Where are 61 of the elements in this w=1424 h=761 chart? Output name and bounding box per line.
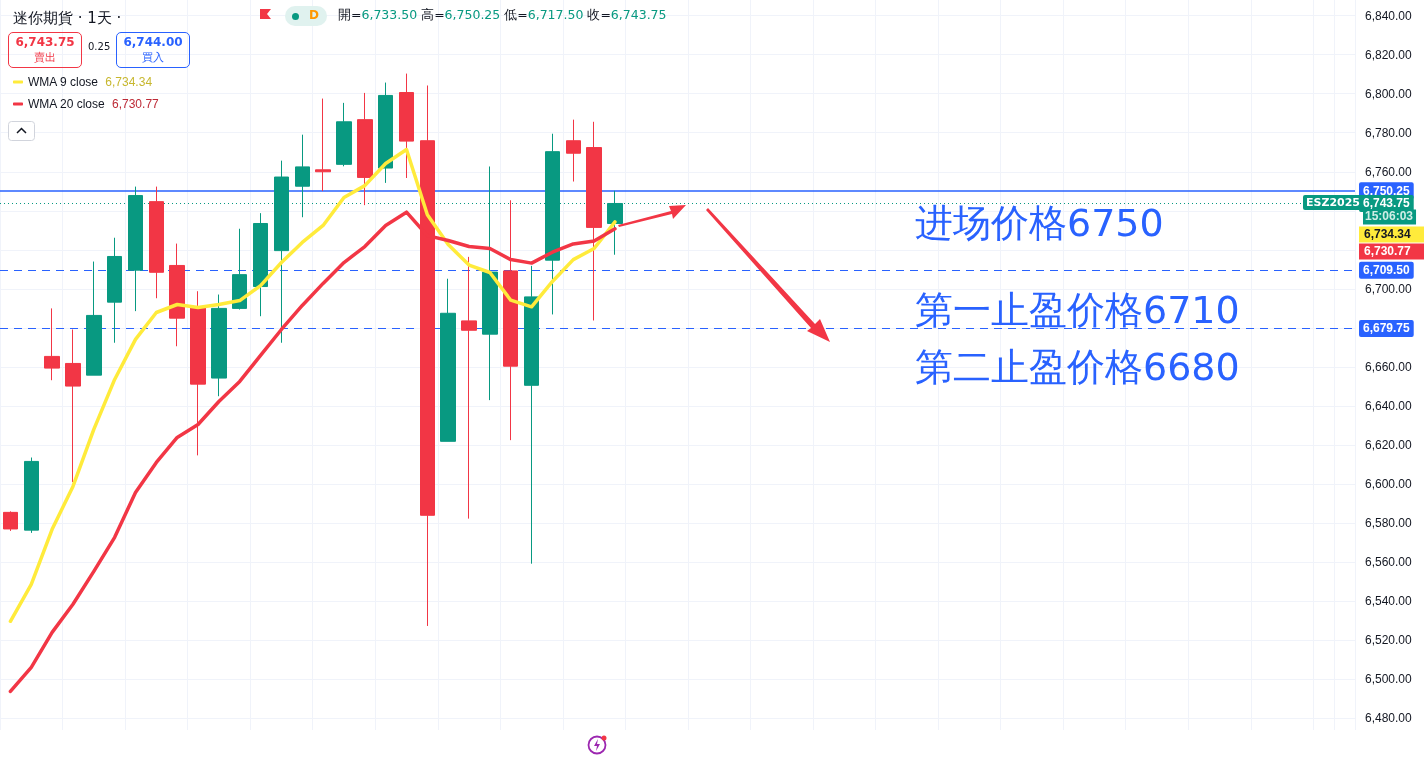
ref-line-label: 6,679.75 [1363,321,1411,336]
text: 6,734.34 [1364,227,1412,242]
candlestick [86,261,102,376]
legend-label: WMA 20 close [28,97,106,111]
candlestick [336,102,352,167]
annotation: 第一止盈价格6710 [915,287,1240,334]
candlestick [253,212,268,317]
annotation: 開=6,733.50 高=6,750.25 低=6,717.50 收=6,743.75 [338,7,667,24]
y-tick-label: 6,520.00 [1365,633,1413,648]
ref-line-label: 6,743.75 [1363,196,1411,211]
line-series [8,147,617,624]
candlestick [378,82,393,184]
ref-line-label: 6,709.50 [1363,263,1411,278]
legend-label: WMA 9 close [28,75,99,89]
candlestick [461,256,477,520]
annotation: 进场价格6750 [915,200,1164,247]
annotation: 賣出 [33,50,57,65]
candlestick [357,92,373,206]
annotation: ESZ2025 [1303,195,1364,211]
y-tick-label: 6,560.00 [1365,555,1413,570]
y-tick-label: 6,760.00 [1365,164,1413,179]
candlestick [440,278,456,442]
candlestick [315,98,331,192]
candlestick [149,186,164,299]
y-tick-label: 6,620.00 [1365,438,1413,453]
y-tick-label: 6,840.00 [1365,8,1413,23]
y-tick-label: 6,640.00 [1365,398,1413,413]
text: 6,730.77 [1364,244,1412,259]
y-tick-label: 6,700.00 [1365,281,1413,296]
status-toggle: D [285,6,327,26]
y-tick-label: 6,780.00 [1365,125,1413,140]
candlestick [566,119,581,183]
y-tick-label: 6,500.00 [1365,672,1413,687]
annotation: 買入 [141,50,165,65]
ref-line-label: 6,750.25 [1363,183,1411,198]
candlestick [65,328,81,483]
y-tick-label: 6,820.00 [1365,47,1413,62]
y-tick-label: 6,660.00 [1365,359,1413,374]
annotation: 6,744.00 [122,35,184,50]
y-tick-label: 6,580.00 [1365,516,1413,531]
candlestick [107,237,122,344]
y-tick-label: 6,600.00 [1365,477,1413,492]
candlestick [190,290,206,456]
annotation: 0.25 [88,41,111,52]
y-tick-label: 6,480.00 [1365,711,1413,726]
annotation: 第二止盈价格6680 [915,344,1240,391]
candlestick [3,510,18,532]
candlestick [24,457,39,534]
y-tick-label: 6,540.00 [1365,594,1413,609]
annotation: 6,734.34 [105,75,153,89]
annotation: 6,730.77 [112,97,160,111]
candlestick [169,243,185,347]
candlestick [211,294,227,397]
candlestick [44,307,60,381]
annotation: 6,743.75 [14,35,76,50]
text: 15:06:03 [1365,209,1414,224]
candlestick [399,73,414,179]
annotation: D [309,8,319,22]
candlestick [524,265,539,565]
y-tick-label: 6,800.00 [1365,86,1413,101]
text: 迷你期貨 · 1天 · [13,8,122,27]
